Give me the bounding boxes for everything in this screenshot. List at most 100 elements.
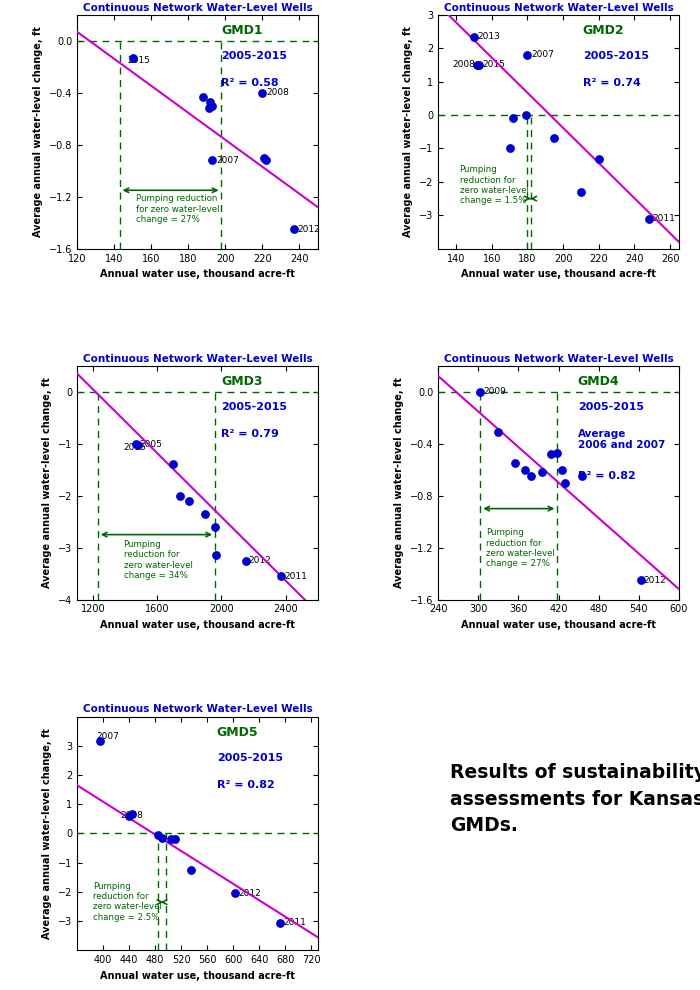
Point [210, 547, 221, 563]
X-axis label: Annual water use, thousand acre-ft: Annual water use, thousand acre-ft [461, 620, 656, 630]
Point [258, 149, 270, 165]
Text: 2015: 2015 [127, 55, 150, 64]
Point [169, 831, 180, 846]
Text: 2011: 2011 [652, 214, 675, 223]
Text: GMD3: GMD3 [221, 375, 263, 388]
Point [186, 862, 197, 878]
Point [257, 85, 268, 101]
Point [593, 150, 604, 166]
Point [203, 100, 214, 116]
Text: 2005-2015: 2005-2015 [582, 51, 649, 61]
Point [552, 445, 563, 460]
Text: 2008: 2008 [120, 812, 143, 821]
Point [493, 424, 504, 440]
Point [472, 57, 483, 73]
X-axis label: Annual water use, thousand acre-ft: Annual water use, thousand acre-ft [100, 971, 295, 981]
Point [560, 474, 571, 490]
Text: Pumping
reduction for
zero water-level
change = 1.5%: Pumping reduction for zero water-level c… [460, 165, 528, 205]
X-axis label: Annual water use, thousand acre-ft: Annual water use, thousand acre-ft [461, 269, 656, 279]
Point [519, 461, 531, 477]
Point [556, 461, 568, 477]
Point [94, 734, 106, 749]
Point [174, 488, 186, 504]
Point [260, 152, 272, 168]
Point [206, 98, 218, 114]
Text: 2005: 2005 [139, 441, 162, 449]
X-axis label: Annual water use, thousand acre-ft: Annual water use, thousand acre-ft [100, 269, 295, 279]
Y-axis label: Average annual water-level change, ft: Average annual water-level change, ft [42, 377, 52, 588]
Point [274, 915, 286, 931]
Text: 2015: 2015 [124, 443, 146, 451]
Text: R² = 0.79: R² = 0.79 [221, 429, 279, 439]
Y-axis label: Average annual water-level change, ft: Average annual water-level change, ft [42, 728, 52, 939]
Text: Pumping
reduction for
zero water-level
change = 27%: Pumping reduction for zero water-level c… [486, 528, 555, 568]
Text: 2007: 2007 [531, 50, 554, 59]
Point [636, 572, 647, 588]
Point [127, 807, 138, 823]
Y-axis label: Average annual water-level change, ft: Average annual water-level change, ft [394, 377, 405, 588]
Point [474, 57, 485, 73]
Point [575, 184, 587, 200]
Point [475, 384, 486, 400]
Point [199, 506, 211, 522]
Point [520, 107, 531, 123]
Text: 2007: 2007 [97, 733, 120, 742]
Point [197, 89, 209, 105]
Point [549, 131, 560, 147]
Text: R² = 0.82: R² = 0.82 [217, 780, 274, 790]
Text: 2011: 2011 [284, 571, 307, 581]
Point [209, 519, 220, 535]
Text: 2012: 2012 [643, 575, 666, 584]
Title: Continuous Network Water-Level Wells: Continuous Network Water-Level Wells [83, 353, 312, 363]
Title: Continuous Network Water-Level Wells: Continuous Network Water-Level Wells [83, 3, 312, 13]
Text: 2008: 2008 [452, 60, 475, 69]
Point [166, 832, 177, 847]
Point [205, 94, 216, 110]
Point [288, 222, 300, 238]
Text: R² = 0.74: R² = 0.74 [582, 78, 640, 88]
Text: 2009: 2009 [483, 387, 506, 396]
Text: Average
2006 and 2007: Average 2006 and 2007 [578, 429, 665, 450]
Point [275, 568, 286, 584]
Point [153, 827, 164, 842]
Text: 2012: 2012 [248, 556, 272, 565]
Point [123, 808, 134, 824]
Text: 2011: 2011 [284, 918, 306, 927]
Text: 2007: 2007 [216, 155, 239, 165]
Text: 2005-2015: 2005-2015 [578, 402, 644, 412]
Text: R² = 0.58: R² = 0.58 [221, 78, 279, 88]
Text: 2012: 2012 [239, 889, 261, 898]
Point [508, 111, 519, 127]
Text: 2005-2015: 2005-2015 [221, 51, 288, 61]
Point [132, 437, 144, 452]
Point [206, 152, 218, 168]
Point [184, 493, 195, 509]
Point [127, 50, 138, 65]
Y-axis label: Average annual water-level change, ft: Average annual water-level change, ft [33, 27, 43, 238]
Text: 2005-2015: 2005-2015 [221, 402, 288, 412]
Point [643, 211, 655, 227]
Point [510, 455, 521, 471]
X-axis label: Annual water use, thousand acre-ft: Annual water use, thousand acre-ft [100, 620, 295, 630]
Point [536, 464, 547, 480]
Point [230, 885, 241, 901]
Point [131, 436, 142, 451]
Title: Continuous Network Water-Level Wells: Continuous Network Water-Level Wells [444, 3, 673, 13]
Point [156, 830, 167, 845]
Title: Continuous Network Water-Level Wells: Continuous Network Water-Level Wells [444, 353, 673, 363]
Point [168, 456, 179, 472]
Text: 2008: 2008 [266, 88, 289, 97]
Text: 2013: 2013 [477, 32, 500, 41]
Point [504, 141, 515, 156]
Text: GMD2: GMD2 [582, 24, 624, 38]
Text: R² = 0.82: R² = 0.82 [578, 470, 636, 480]
Text: Pumping reduction
for zero water-level
change = 27%: Pumping reduction for zero water-level c… [136, 194, 220, 224]
Point [576, 468, 587, 484]
Point [525, 468, 536, 484]
Text: 2005-2015: 2005-2015 [217, 752, 283, 762]
Title: Continuous Network Water-Level Wells: Continuous Network Water-Level Wells [83, 704, 312, 715]
Text: 2015: 2015 [483, 60, 505, 69]
Text: Pumping
reduction for
zero water-level
change = 2.5%: Pumping reduction for zero water-level c… [93, 882, 162, 922]
Y-axis label: Average annual water-level change, ft: Average annual water-level change, ft [403, 27, 414, 238]
Text: GMD1: GMD1 [221, 24, 263, 38]
